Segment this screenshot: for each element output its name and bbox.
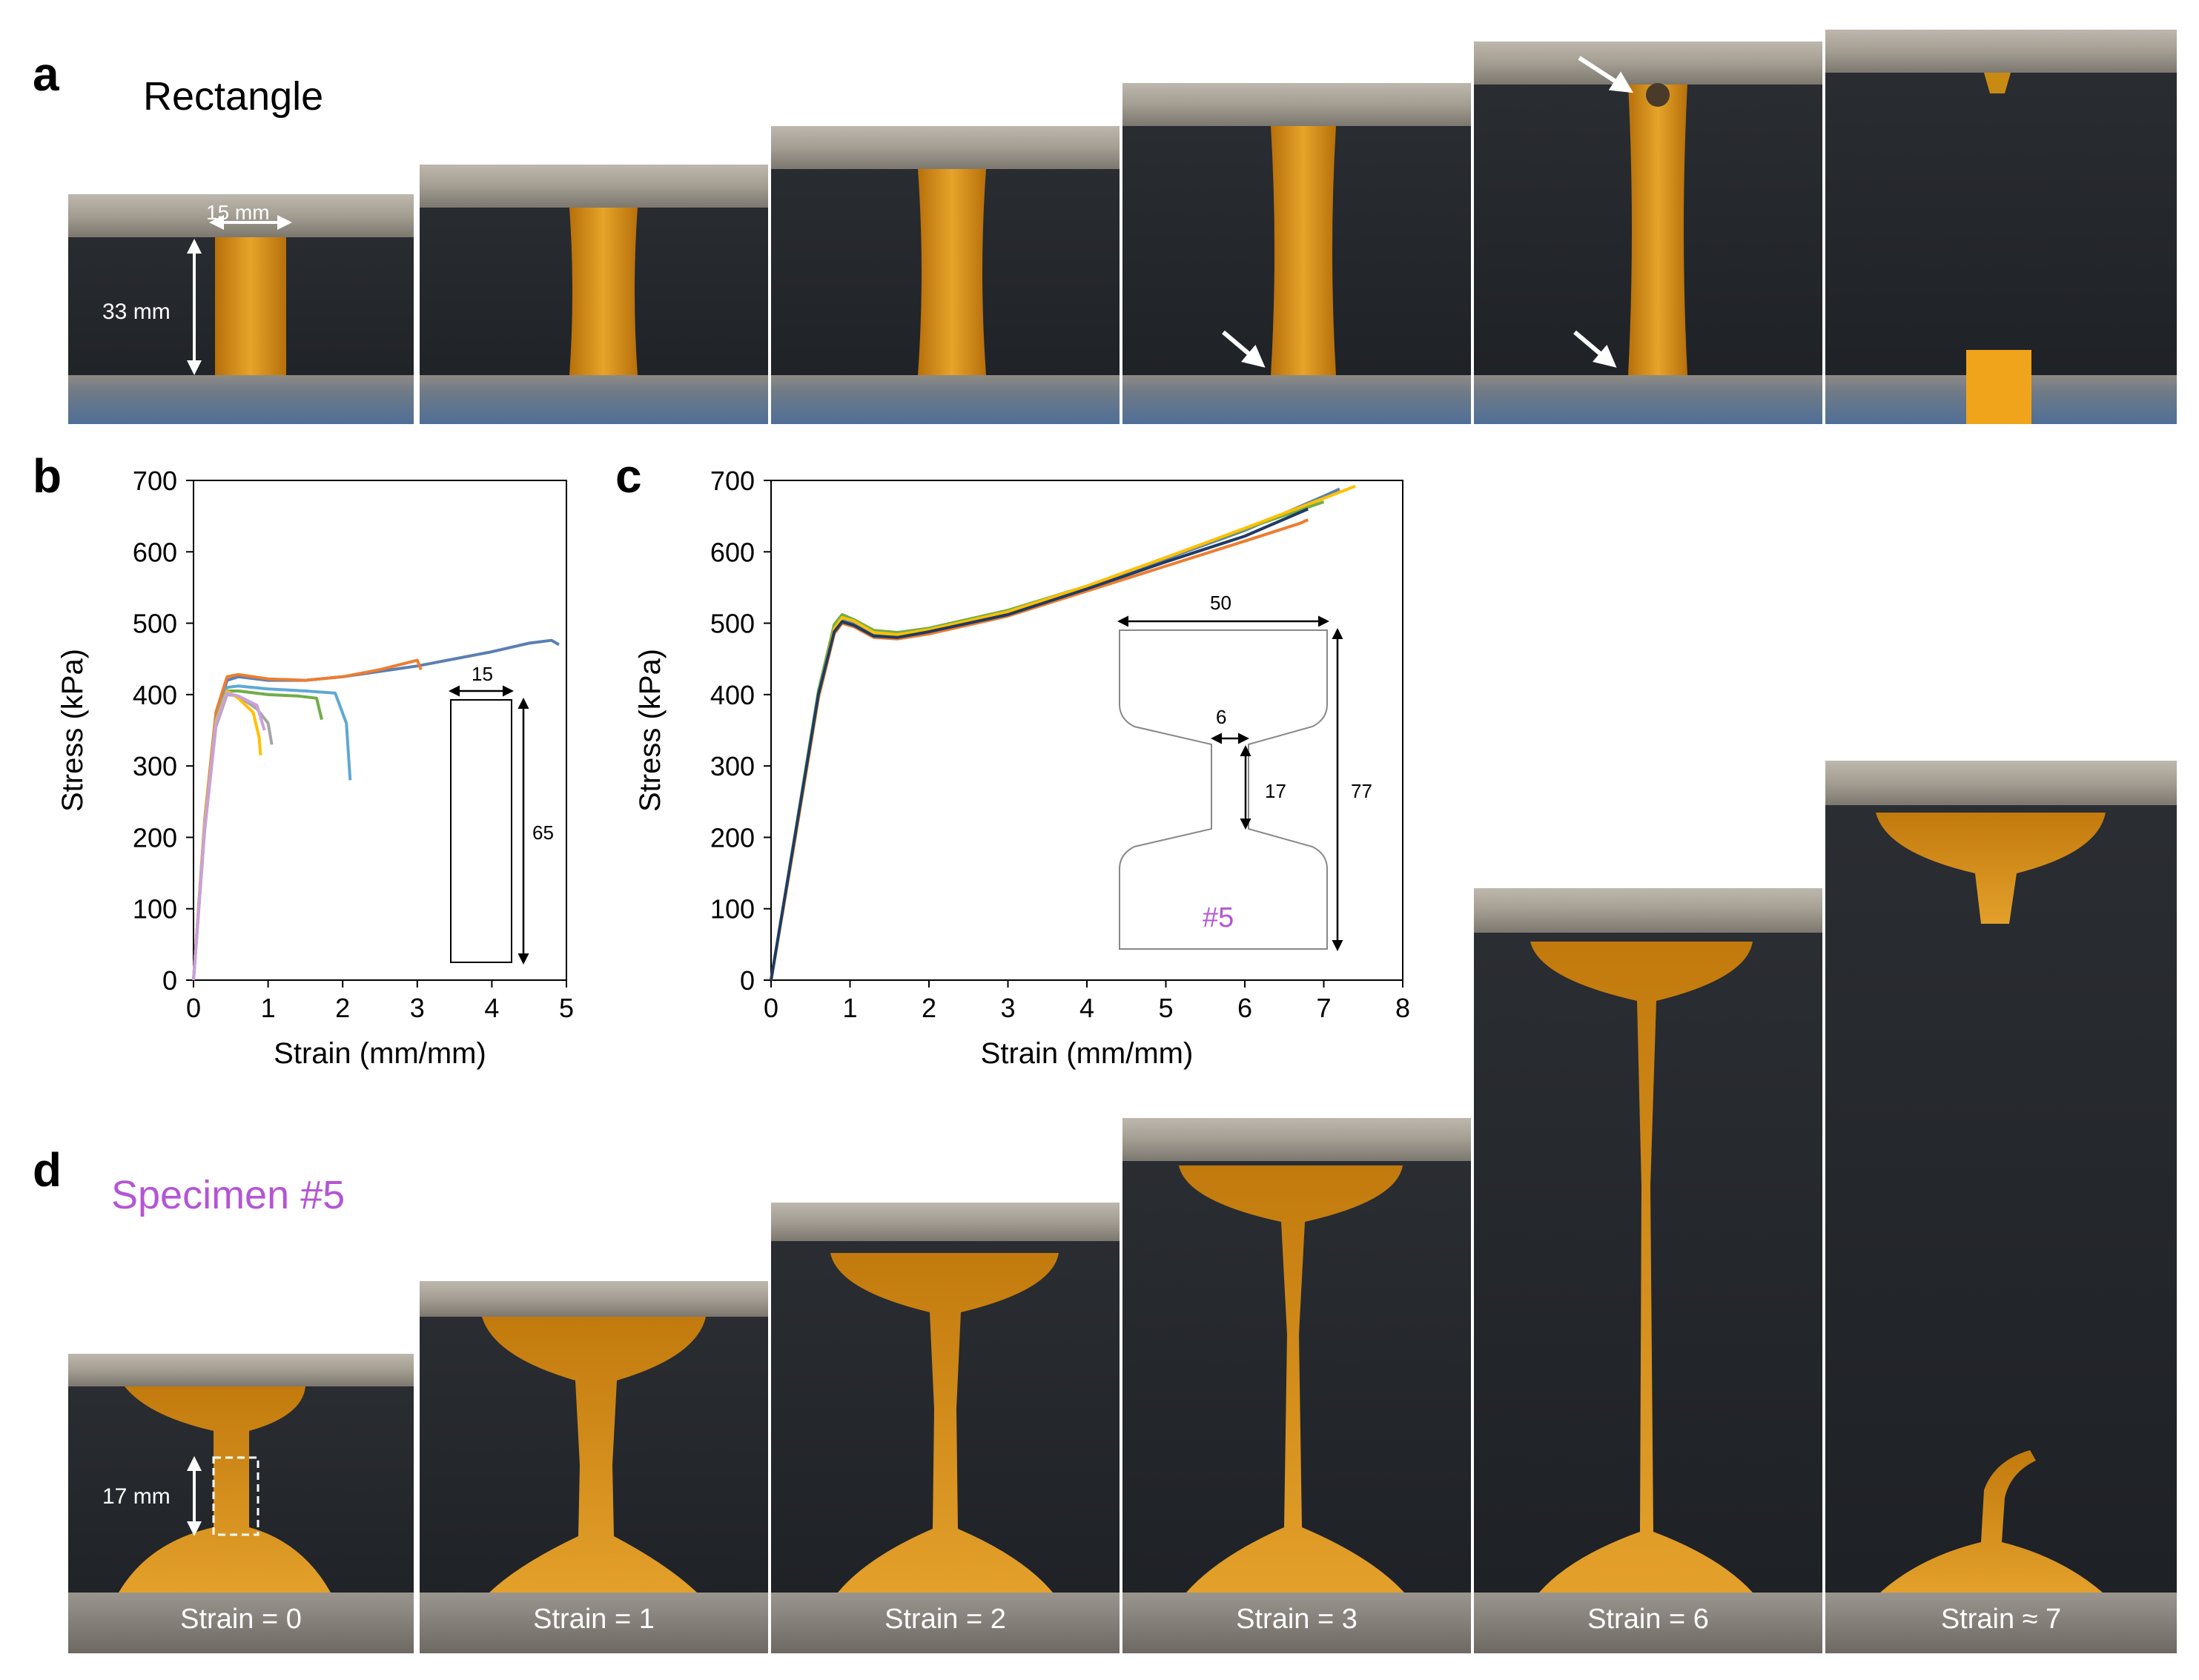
chart-c-y-axis-label: Stress (kPa) bbox=[634, 649, 667, 812]
photo-dogbone-frame-6: Strain ≈ 7 bbox=[1825, 761, 2177, 1653]
chart-c-y-tick-label: 700 bbox=[710, 466, 755, 496]
panel-a-title: Rectangle bbox=[143, 74, 323, 119]
width-dim-label: 15 mm bbox=[206, 201, 270, 224]
panel-a-letter: a bbox=[33, 47, 59, 101]
strain-label-4: Strain = 3 bbox=[1236, 1604, 1358, 1635]
chart-c-x-tick-label: 3 bbox=[1000, 993, 1015, 1023]
chart-b-series-2 bbox=[192, 658, 423, 981]
chart-b-x-tick-label: 1 bbox=[261, 993, 276, 1023]
chart-b-series-7 bbox=[192, 691, 266, 981]
inset-b-rectangle-schematic: 15 65 bbox=[449, 663, 554, 965]
chart-c-y-tick-label: 500 bbox=[710, 609, 755, 639]
chart-c-series-3 bbox=[770, 500, 1325, 981]
strain-label-3: Strain = 2 bbox=[884, 1604, 1006, 1635]
photo-rect-frame-4 bbox=[1122, 83, 1471, 424]
photo-rect-frame-3 bbox=[771, 126, 1120, 424]
inset-b-height: 65 bbox=[532, 821, 554, 844]
failure-arrow-bottom bbox=[1573, 330, 1617, 368]
chart-c-series-5 bbox=[770, 507, 1309, 981]
inset-c-specimen-id: #5 bbox=[1203, 902, 1234, 933]
chart-b-x-tick-label: 3 bbox=[410, 993, 425, 1023]
photo-rect-frame-5 bbox=[1474, 42, 1822, 424]
photo-dogbone-frame-1: 17 mm Strain = 0 bbox=[68, 1354, 414, 1653]
failure-arrow-top bbox=[1578, 56, 1634, 93]
photo-rect-frame-2 bbox=[420, 165, 768, 424]
chart-b-x-tick-label: 0 bbox=[186, 993, 201, 1023]
chart-c-x-tick-label: 2 bbox=[922, 993, 936, 1023]
inset-c-neck-width: 6 bbox=[1216, 706, 1226, 728]
photo-rect-frame-6 bbox=[1825, 30, 2177, 424]
inset-c-dogbone-schematic: 50 6 17 77 #5 bbox=[1117, 592, 1372, 951]
strain-label-5: Strain = 6 bbox=[1587, 1604, 1709, 1635]
chart-b-y-tick-label: 400 bbox=[133, 680, 177, 710]
photo-dogbone-frame-2: Strain = 1 bbox=[420, 1281, 768, 1653]
chart-c-series-4 bbox=[770, 484, 1356, 981]
panel-d-title: Specimen #5 bbox=[111, 1173, 345, 1217]
chart-c-y-tick-label: 400 bbox=[710, 680, 755, 710]
chart-b-y-tick-label: 100 bbox=[133, 894, 177, 925]
chart-b-x-tick-label: 4 bbox=[484, 993, 499, 1023]
strain-label-6: Strain ≈ 7 bbox=[1941, 1604, 2061, 1635]
chart-b-x-tick-label: 2 bbox=[335, 993, 350, 1023]
photo-dogbone-frame-3: Strain = 2 bbox=[771, 1203, 1120, 1653]
chart-c-y-tick-label: 600 bbox=[710, 537, 755, 567]
photo-dogbone-frame-4: Strain = 3 bbox=[1122, 1118, 1471, 1653]
photo-dogbone-frame-5: Strain = 6 bbox=[1474, 888, 1822, 1653]
strain-label-1: Strain = 0 bbox=[180, 1604, 302, 1635]
inset-c-gauge-length: 17 bbox=[1265, 780, 1286, 802]
chart-c-x-tick-label: 0 bbox=[764, 993, 778, 1023]
height-dim-label: 33 mm bbox=[102, 300, 171, 324]
chart-c-x-tick-label: 7 bbox=[1316, 993, 1331, 1023]
chart-c: 0 1 2 3 4 5 6 7 8 0 100 200 300 400 500 600 700 Strain (m… bbox=[634, 466, 1410, 1070]
chart-c-x-tick-label: 4 bbox=[1079, 993, 1094, 1023]
chart-c-y-tick-label: 0 bbox=[740, 965, 755, 996]
inset-c-total-length: 77 bbox=[1351, 780, 1372, 802]
strain-label-2: Strain = 1 bbox=[533, 1604, 655, 1635]
chart-c-plot-frame bbox=[770, 480, 1403, 981]
chart-b-y-tick-label: 600 bbox=[133, 537, 177, 567]
inset-b-width: 15 bbox=[472, 663, 493, 685]
chart-b: 0 1 2 3 4 5 0 100 200 300 400 500 600 700 Strain (mm/m… bbox=[56, 466, 574, 1070]
chart-c-y-tick-label: 200 bbox=[710, 822, 755, 853]
chart-b-plot-frame bbox=[193, 480, 567, 981]
panel-d-letter: d bbox=[33, 1143, 62, 1197]
chart-c-x-tick-label: 8 bbox=[1395, 993, 1410, 1023]
chart-b-x-axis-label: Strain (mm/mm) bbox=[274, 1037, 486, 1070]
gauge-label: 17 mm bbox=[102, 1484, 171, 1509]
chart-c-y-tick-label: 100 bbox=[710, 894, 755, 925]
chart-c-x-tick-label: 5 bbox=[1158, 993, 1173, 1023]
chart-b-y-axis-label: Stress (kPa) bbox=[56, 649, 89, 812]
chart-c-x-tick-label: 1 bbox=[842, 993, 857, 1023]
panel-c-letter: c bbox=[615, 449, 642, 503]
chart-b-y-tick-label: 500 bbox=[133, 609, 177, 639]
chart-b-y-tick-label: 200 bbox=[133, 822, 177, 853]
chart-c-x-axis-label: Strain (mm/mm) bbox=[981, 1037, 1194, 1070]
panel-b-letter: b bbox=[33, 449, 62, 503]
photo-rect-frame-1: 15 mm 33 mm bbox=[68, 194, 414, 424]
inset-c-top-width: 50 bbox=[1210, 592, 1231, 614]
chart-b-y-tick-label: 700 bbox=[133, 466, 177, 496]
chart-c-series-1 bbox=[770, 487, 1340, 981]
chart-b-y-tick-label: 0 bbox=[162, 965, 177, 996]
chart-c-x-tick-label: 6 bbox=[1237, 993, 1252, 1023]
gauge-box bbox=[212, 1456, 259, 1536]
chart-b-x-tick-label: 5 bbox=[559, 993, 574, 1023]
chart-b-y-tick-label: 300 bbox=[133, 751, 177, 781]
chart-c-y-tick-label: 300 bbox=[710, 751, 755, 781]
failure-arrow bbox=[1222, 330, 1266, 368]
